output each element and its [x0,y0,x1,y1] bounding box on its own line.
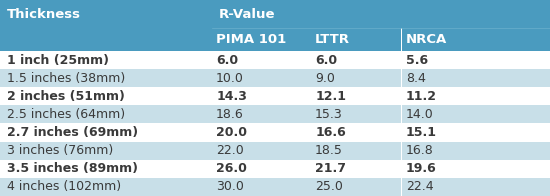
Bar [311,28,401,51]
Text: 5.6: 5.6 [406,54,428,66]
Bar [0,123,212,142]
Bar [311,69,401,87]
Text: 3.5 inches (89mm): 3.5 inches (89mm) [7,162,138,175]
Text: 9.0: 9.0 [315,72,335,85]
Bar [212,28,311,51]
Text: 22.4: 22.4 [406,181,433,193]
Bar [212,178,311,196]
Text: 2.5 inches (64mm): 2.5 inches (64mm) [7,108,125,121]
Text: 12.1: 12.1 [315,90,346,103]
Bar [212,105,311,123]
Bar [311,160,401,178]
Bar [402,142,550,160]
Text: 1 inch (25mm): 1 inch (25mm) [7,54,108,66]
Text: 21.7: 21.7 [315,162,346,175]
Text: 3 inches (76mm): 3 inches (76mm) [7,144,113,157]
Text: 2.7 inches (69mm): 2.7 inches (69mm) [7,126,138,139]
Text: 25.0: 25.0 [315,181,343,193]
Bar [311,51,401,69]
Text: 16.8: 16.8 [406,144,433,157]
Bar [402,105,550,123]
Bar [311,178,401,196]
Text: R-Value: R-Value [218,8,275,21]
Bar [0,69,212,87]
Bar [212,0,550,28]
Text: 16.6: 16.6 [315,126,346,139]
Bar [212,142,311,160]
Text: 1.5 inches (38mm): 1.5 inches (38mm) [7,72,125,85]
Text: 18.6: 18.6 [216,108,244,121]
Bar [402,87,550,105]
Text: Thickness: Thickness [7,8,81,21]
Bar [402,160,550,178]
Text: 14.3: 14.3 [216,90,247,103]
Bar [311,123,401,142]
Text: 18.5: 18.5 [315,144,343,157]
Text: 14.0: 14.0 [406,108,433,121]
Bar [212,69,311,87]
Text: 19.6: 19.6 [406,162,437,175]
Text: 10.0: 10.0 [216,72,244,85]
Bar [402,69,550,87]
Text: NRCA: NRCA [406,33,447,46]
Bar [402,178,550,196]
Text: 6.0: 6.0 [216,54,238,66]
Bar [212,51,311,69]
Text: LTTR: LTTR [315,33,350,46]
Bar [212,123,311,142]
Bar [0,142,212,160]
Bar [212,160,311,178]
Bar [402,51,550,69]
Bar [0,105,212,123]
Bar [0,160,212,178]
Text: PIMA 101: PIMA 101 [216,33,287,46]
Bar [0,28,212,51]
Text: 22.0: 22.0 [216,144,244,157]
Text: 2 inches (51mm): 2 inches (51mm) [7,90,124,103]
Text: 30.0: 30.0 [216,181,244,193]
Text: 15.1: 15.1 [406,126,437,139]
Text: 4 inches (102mm): 4 inches (102mm) [7,181,121,193]
Bar [0,0,212,28]
Text: 26.0: 26.0 [216,162,247,175]
Bar [311,142,401,160]
Text: 8.4: 8.4 [406,72,426,85]
Text: 15.3: 15.3 [315,108,343,121]
Text: 20.0: 20.0 [216,126,247,139]
Bar [0,87,212,105]
Text: 6.0: 6.0 [315,54,337,66]
Bar [311,105,401,123]
Bar [402,123,550,142]
Bar [212,87,311,105]
Text: 11.2: 11.2 [406,90,437,103]
Bar [0,51,212,69]
Bar [0,178,212,196]
Bar [311,87,401,105]
Bar [402,28,550,51]
